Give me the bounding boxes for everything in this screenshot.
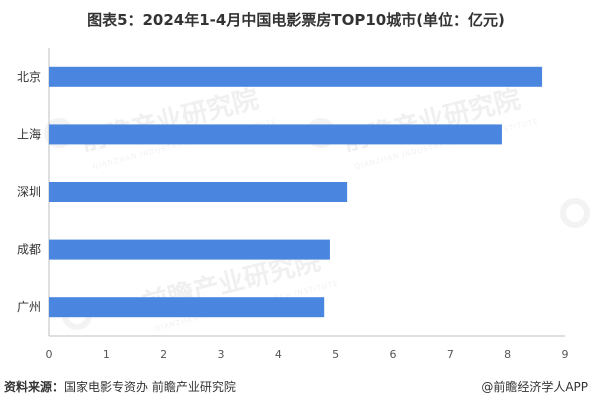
brand-credit: @前瞻经济学人APP bbox=[481, 380, 588, 394]
x-tick-label: 3 bbox=[218, 348, 225, 361]
x-tick-label: 7 bbox=[447, 348, 454, 361]
category-label: 上海 bbox=[17, 126, 41, 141]
chart-title: 图表5：2024年1-4月中国电影票房TOP10城市(单位：亿元) bbox=[87, 11, 505, 29]
watermark-logo-icon bbox=[560, 198, 590, 228]
x-tick-label: 0 bbox=[46, 348, 53, 361]
bar-2 bbox=[49, 182, 348, 202]
source-text: 国家电影专资办 前瞻产业研究院 bbox=[64, 380, 236, 394]
category-label: 北京 bbox=[17, 70, 41, 84]
source-label: 资料来源： bbox=[4, 380, 65, 394]
x-tick-label: 8 bbox=[504, 348, 511, 361]
x-tick-label: 6 bbox=[390, 348, 397, 361]
bar-1 bbox=[49, 124, 502, 145]
category-label: 深圳 bbox=[17, 185, 41, 199]
x-tick-label: 5 bbox=[332, 348, 339, 361]
bar-0 bbox=[49, 66, 543, 87]
bar-4 bbox=[49, 297, 325, 318]
x-tick-label: 4 bbox=[275, 348, 282, 361]
category-label: 广州 bbox=[17, 300, 41, 314]
source-note: 资料来源：国家电影专资办 前瞻产业研究院 bbox=[4, 378, 236, 395]
category-label: 成都 bbox=[17, 243, 41, 257]
x-tick-label: 1 bbox=[103, 348, 110, 361]
bar-3 bbox=[49, 239, 330, 260]
x-tick-label: 2 bbox=[160, 348, 167, 361]
x-tick-label: 9 bbox=[562, 348, 569, 361]
